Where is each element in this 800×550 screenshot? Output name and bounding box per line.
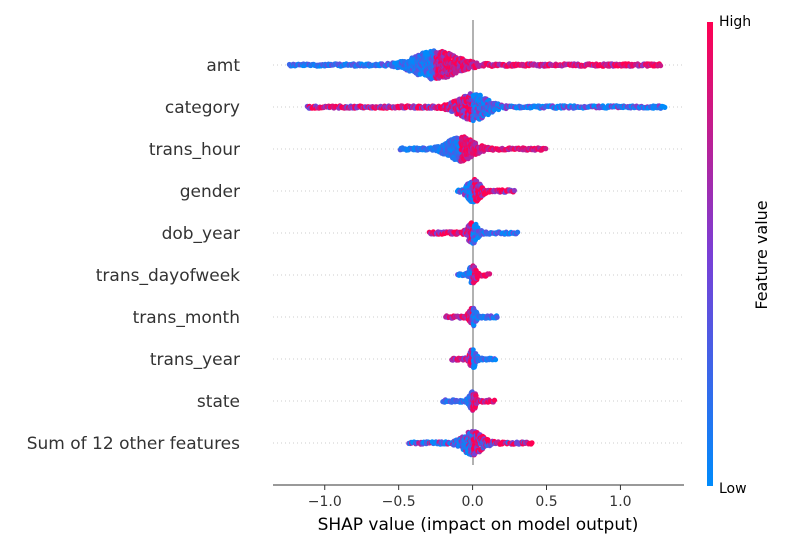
- shap-point: [470, 347, 476, 353]
- colorbar-high-label: High: [719, 14, 751, 30]
- shap-point: [494, 314, 500, 320]
- beeswarm-row: [454, 176, 517, 205]
- shap-point: [473, 393, 479, 399]
- feature-label: state: [197, 392, 240, 412]
- x-tick-label: 0.5: [535, 494, 557, 510]
- beeswarm-row: [426, 220, 521, 246]
- beeswarm-row: [443, 305, 500, 329]
- beeswarm-row: [449, 347, 499, 370]
- x-tick-label: −0.5: [382, 494, 416, 510]
- shap-point: [543, 146, 549, 152]
- colorbar-gradient: [707, 22, 713, 486]
- feature-label: category: [165, 98, 240, 118]
- colorbar: High Low Feature value: [707, 14, 771, 497]
- beeswarm-row: [286, 48, 664, 82]
- feature-label: dob_year: [162, 224, 240, 244]
- beeswarm-points: [286, 48, 668, 458]
- x-tick-label: −1.0: [308, 494, 342, 510]
- feature-label: Sum of 12 other features: [27, 434, 240, 454]
- beeswarm-row: [304, 91, 668, 124]
- x-tick-label: 1.0: [609, 494, 631, 510]
- colorbar-low-label: Low: [719, 481, 747, 497]
- shap-point: [658, 63, 664, 69]
- feature-label: trans_month: [133, 308, 240, 328]
- beeswarm-row: [406, 428, 535, 458]
- x-axis: −1.0 −0.5 0.0 0.5 1.0 SHAP value (impact on …: [273, 484, 684, 535]
- feature-label: trans_hour: [149, 140, 240, 160]
- shap-point: [511, 187, 517, 194]
- feature-label: amt: [206, 56, 240, 76]
- beeswarm-row: [397, 134, 549, 164]
- x-ticks: −1.0 −0.5 0.0 0.5 1.0: [308, 485, 632, 510]
- shap-point: [492, 357, 499, 363]
- colorbar-title: Feature value: [752, 200, 771, 309]
- feature-label: trans_year: [150, 350, 240, 370]
- beeswarm-row: [440, 389, 498, 413]
- feature-label: gender: [180, 182, 240, 202]
- shap-point: [662, 104, 668, 110]
- shap-point: [515, 229, 521, 235]
- x-tick-label: 0.0: [461, 494, 483, 510]
- beeswarm-row: [455, 263, 493, 286]
- x-axis-title: SHAP value (impact on model output): [318, 515, 639, 535]
- shap-point: [529, 440, 535, 446]
- shap-point: [487, 271, 493, 277]
- row-guides: [273, 64, 684, 444]
- shap-point: [491, 397, 498, 403]
- feature-label: trans_dayofweek: [96, 266, 240, 286]
